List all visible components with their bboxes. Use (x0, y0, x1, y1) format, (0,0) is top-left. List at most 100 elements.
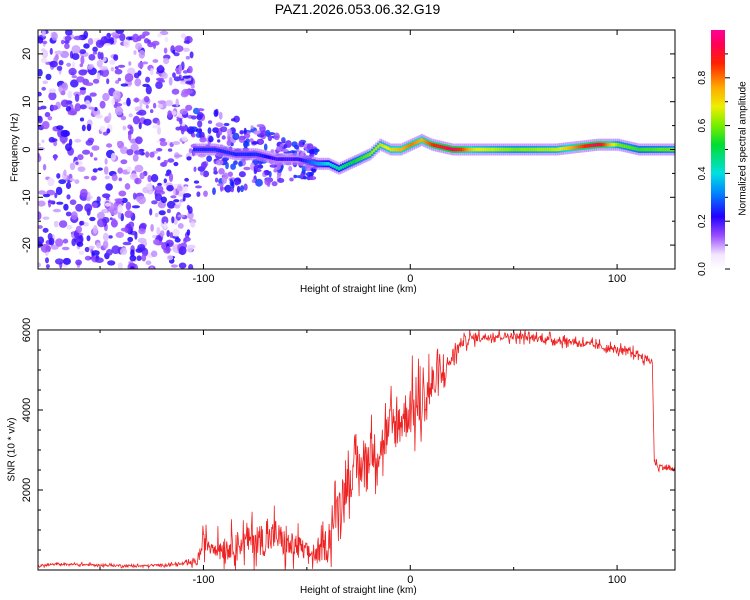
spectrogram-noise-blob (172, 49, 176, 55)
spectrogram-scatter-blob (253, 130, 261, 135)
spectrogram-ridge-point (213, 147, 217, 152)
spectrogram-ridge-point (608, 142, 612, 147)
spectrogram-scatter-blob (305, 171, 314, 177)
spectrogram-noise-blob (80, 55, 85, 65)
spectrogram-scatter-blob (199, 137, 207, 143)
spectrogram-noise-blob (106, 78, 110, 85)
spectrogram-ridge-point (602, 142, 606, 147)
spectrogram-ridge-point (631, 146, 635, 150)
spectrogram-ridge-point (410, 142, 413, 147)
spectrogram-noise-blob (99, 100, 106, 109)
spectrogram-ridge-point (377, 144, 380, 149)
spectrogram-ridge-point (490, 147, 494, 152)
spectrogram-scatter-blob (193, 166, 197, 172)
spectrogram-noise-blob (167, 255, 174, 261)
spectrogram-noise-blob (99, 66, 108, 71)
spectrogram-noise-blob (166, 208, 171, 214)
spectrogram-noise-blob (166, 200, 176, 209)
spectrogram-noise-blob (89, 152, 94, 158)
spectrogram-scatter-blob (202, 170, 210, 178)
spectrogram-ridge-point (571, 145, 575, 150)
spectrogram-noise-blob (131, 205, 140, 209)
spectrogram-noise-blob (48, 88, 56, 94)
spectrogram-ridge-point (466, 147, 469, 152)
spectrogram-noise-blob (70, 79, 79, 88)
spectrogram-noise-blob (93, 157, 98, 161)
spectrogram-noise-blob (80, 220, 85, 226)
spectrogram-ridge-point (340, 165, 343, 170)
spectrogram-ridge-point (581, 144, 585, 149)
spectrogram-scatter-blob (244, 142, 250, 147)
spectrogram-noise-blob (69, 178, 75, 182)
spectrogram-scatter-blob (206, 155, 213, 162)
spectrogram-noise-blob (40, 243, 50, 253)
spectrogram-noise-blob (149, 208, 153, 216)
spectrogram-ridge-point (404, 145, 407, 150)
spectrogram-ridge-point (648, 147, 651, 152)
spectrogram-ridge-point (644, 147, 647, 152)
spectrogram-ridge-point (431, 142, 434, 147)
spectrogram-noise-blob (155, 81, 163, 89)
spectrogram-noise-blob (190, 221, 196, 228)
spectrogram-ridge-point (534, 147, 538, 152)
spectrogram-ridge-point (449, 147, 453, 151)
spectrogram-noise-blob (157, 100, 167, 104)
spectrogram-noise-blob (157, 103, 164, 109)
spectrogram-noise-blob (120, 227, 129, 232)
spectrogram-ridge-point (325, 162, 329, 166)
spectrogram-scatter-blob (302, 176, 308, 180)
spectrogram-noise-blob (152, 239, 160, 245)
spectrogram-ridge-point (621, 143, 624, 148)
spectrogram-noise-blob (74, 179, 80, 184)
spectrogram-noise-blob (58, 60, 64, 66)
spectrogram-noise-blob (170, 195, 177, 199)
spectrogram-noise-blob (65, 30, 73, 36)
spectrogram-noise-blob (168, 77, 173, 86)
spectrogram-noise-blob (115, 231, 125, 238)
spectrogram-ridge-point (557, 147, 560, 152)
spectrogram-noise-blob (38, 142, 41, 147)
spectrogram-ridge-point (311, 160, 314, 165)
spectrogram-noise-blob (172, 228, 180, 237)
spectrogram-ridge-point (195, 147, 198, 152)
colorbar (711, 30, 725, 269)
spectrogram-noise-blob (178, 246, 187, 256)
spectrogram-noise-blob (120, 83, 129, 87)
snr-axes: -100 0 100 2000 4000 6000 (21, 318, 675, 586)
spectrogram-ridge-point (478, 147, 482, 152)
spectrogram-ridge-point (399, 147, 403, 152)
spectrogram-ridge-point (406, 144, 409, 149)
spectrogram-ridge-point (538, 147, 542, 152)
spectrogram-noise-blob (127, 236, 134, 243)
spectrogram-noise-blob (122, 241, 132, 246)
spectrogram-scatter-blob (234, 179, 239, 186)
spectrogram-noise-blob (186, 156, 192, 161)
spectrogram-noise-blob (176, 185, 183, 192)
spectrogram-noise-blob (56, 125, 64, 130)
spectrogram-noise-blob (153, 43, 156, 49)
spectrogram-scatter-blob (197, 120, 203, 128)
spectrogram-ridge-point (573, 145, 577, 150)
spectrogram-noise-blob (185, 104, 193, 111)
spectrogram-noise-blob (128, 61, 132, 66)
spectrogram-noise-blob (91, 175, 97, 181)
snr-ylabel: SNR (10 * v/v) (6, 417, 18, 482)
spectrogram-noise-blob (179, 108, 188, 115)
spectrogram-noise-blob (83, 30, 89, 39)
spectrogram-ridge-point (379, 142, 382, 147)
spectrogram-noise-blob (145, 151, 150, 158)
spectrogram-noise-blob (119, 33, 126, 42)
spectrogram-noise-blob (149, 151, 155, 158)
spectrogram-noise-blob (96, 59, 103, 68)
spectrogram-noise-blob (75, 161, 79, 165)
spectrogram-ridge-point (271, 156, 275, 160)
spectrogram-ridge-point (548, 147, 552, 152)
spectrogram-scatter-blob (197, 112, 204, 119)
spectrogram-ridge-point (211, 147, 215, 152)
spectrogram-noise-blob (103, 232, 109, 242)
spectrogram-ridge-point (348, 162, 351, 166)
spectrogram-ridge-point (526, 147, 529, 152)
spectrogram-ridge-point (244, 152, 248, 157)
spectrogram-ridge-point (497, 147, 500, 152)
spectrogram-noise-blob (180, 127, 185, 135)
